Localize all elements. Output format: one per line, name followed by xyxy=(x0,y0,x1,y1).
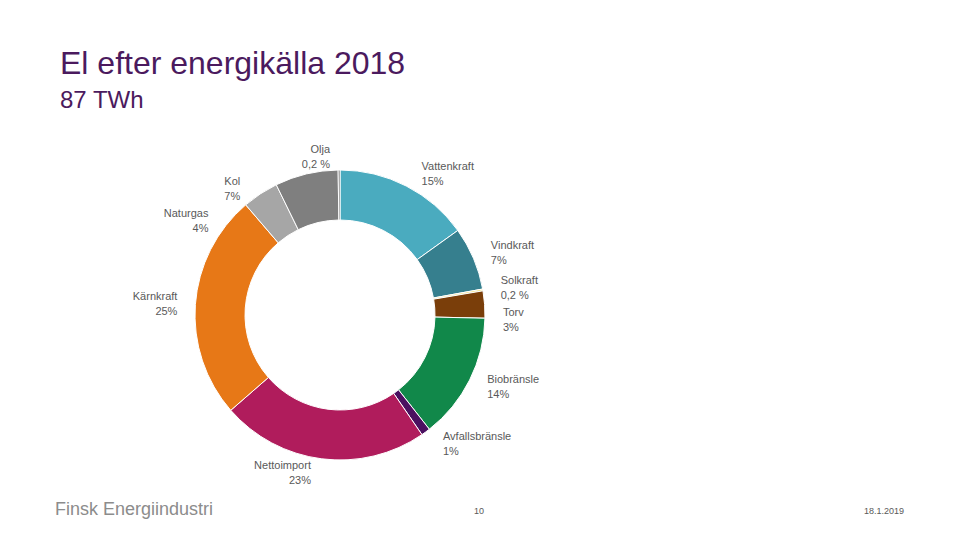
svg-text:3%: 3% xyxy=(503,321,519,333)
svg-text:Vattenkraft: Vattenkraft xyxy=(422,160,474,172)
svg-text:0,2 %: 0,2 % xyxy=(501,289,529,301)
svg-text:1%: 1% xyxy=(443,445,459,457)
svg-text:Kol: Kol xyxy=(224,175,240,187)
svg-text:87 TWh: 87 TWh xyxy=(60,86,144,113)
svg-text:25%: 25% xyxy=(155,305,177,317)
svg-text:7%: 7% xyxy=(491,254,507,266)
svg-text:Naturgas: Naturgas xyxy=(164,207,209,219)
svg-text:10: 10 xyxy=(474,506,484,516)
svg-text:El efter energikälla 2018: El efter energikälla 2018 xyxy=(60,45,405,81)
svg-text:18.1.2019: 18.1.2019 xyxy=(864,506,904,516)
svg-text:23%: 23% xyxy=(289,474,311,486)
svg-text:Nettoimport: Nettoimport xyxy=(254,459,311,471)
svg-text:4%: 4% xyxy=(193,222,209,234)
svg-text:15%: 15% xyxy=(422,175,444,187)
svg-text:Olja: Olja xyxy=(310,143,330,155)
svg-text:0,2 %: 0,2 % xyxy=(302,158,330,170)
svg-text:7%: 7% xyxy=(224,190,240,202)
svg-text:Finsk Energiindustri: Finsk Energiindustri xyxy=(55,499,213,519)
svg-text:Biobränsle: Biobränsle xyxy=(487,373,539,385)
svg-text:14%: 14% xyxy=(487,388,509,400)
svg-text:Vindkraft: Vindkraft xyxy=(491,239,534,251)
svg-text:Torv: Torv xyxy=(503,306,524,318)
svg-text:Solkraft: Solkraft xyxy=(501,274,538,286)
svg-text:Kärnkraft: Kärnkraft xyxy=(133,290,178,302)
svg-text:Avfallsbränsle: Avfallsbränsle xyxy=(443,430,511,442)
